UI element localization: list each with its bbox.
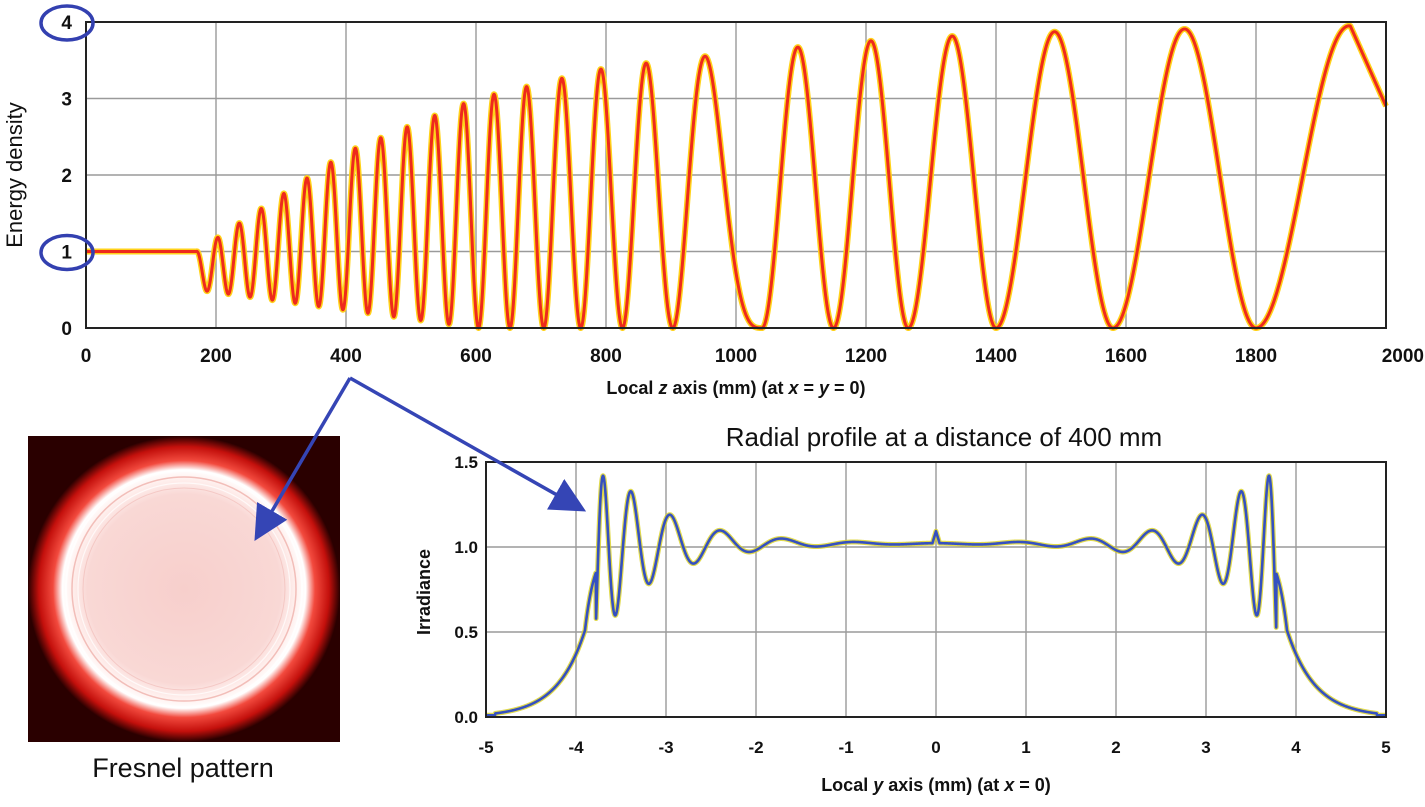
bottom-xlabel-var-x: x [1003, 775, 1015, 795]
annotation-circle-4 [39, 4, 95, 42]
bottom-x-tick-5: 5 [1381, 738, 1390, 757]
top-x-tick-200: 200 [200, 346, 232, 367]
bottom-x-tick-1: 1 [1021, 738, 1030, 757]
fresnel-ring-2 [71, 476, 297, 702]
top-annotation-circles [39, 4, 95, 272]
bottom-x-tick-3: 3 [1201, 738, 1210, 757]
irradiance-line [485, 474, 1387, 717]
energy-density-line [84, 24, 1388, 330]
top-x-tick-1600: 1600 [1105, 346, 1147, 367]
bottom-y-tick-labels: 0.0 0.5 1.0 1.5 [454, 453, 478, 727]
bottom-chart-title: Radial profile at a distance of 400 mm [726, 422, 1162, 452]
top-x-tick-1400: 1400 [975, 346, 1017, 367]
top-x-axis-label: Local z axis (mm) (at x = y = 0) [606, 378, 865, 398]
top-x-tick-600: 600 [460, 346, 492, 367]
top-x-tick-1000: 1000 [715, 346, 757, 367]
fresnel-ring-3 [77, 482, 291, 696]
top-x-tick-2000: 2000 [1382, 346, 1424, 367]
bottom-x-tick--4: -4 [568, 738, 584, 757]
bottom-y-tick-0.5: 0.5 [454, 623, 478, 642]
fresnel-ring-4 [82, 487, 286, 691]
bottom-y-tick-1.0: 1.0 [454, 538, 478, 557]
top-xlabel-part-5: = [799, 378, 820, 398]
arrow-to-radial-profile [349, 376, 587, 512]
top-xlabel-var-z: z [657, 378, 667, 398]
top-xlabel-part-1: Local [606, 378, 658, 398]
bottom-xlabel-var-y: y [872, 775, 884, 795]
top-xlabel-part-7: = 0) [829, 378, 866, 398]
bottom-x-tick-4: 4 [1291, 738, 1301, 757]
fresnel-caption: Fresnel pattern [92, 753, 274, 783]
top-y-tick-4: 4 [61, 13, 72, 34]
bottom-xlabel-part-5: = 0) [1014, 775, 1051, 795]
fresnel-pattern-image [28, 436, 340, 742]
top-y-tick-2: 2 [61, 166, 72, 187]
bottom-y-tick-0.0: 0.0 [454, 708, 478, 727]
top-x-tick-labels: 0 200 400 600 800 1000 1200 1400 1600 1800 2000 [81, 346, 1424, 367]
bottom-x-tick--2: -2 [748, 738, 763, 757]
bottom-y-tick-1.5: 1.5 [454, 453, 478, 472]
top-xlabel-part-3: axis (mm) (at [667, 378, 788, 398]
fresnel-disk [28, 436, 340, 742]
bottom-x-tick-2: 2 [1111, 738, 1120, 757]
top-x-tick-1800: 1800 [1235, 346, 1277, 367]
top-plot-frame [85, 21, 1387, 329]
top-x-tick-0: 0 [81, 346, 92, 367]
bottom-x-tick--1: -1 [838, 738, 853, 757]
top-xlabel-var-x: x [787, 378, 799, 398]
energy-density-series [83, 22, 1389, 331]
bottom-x-tick--3: -3 [658, 738, 673, 757]
annotation-circle-1 [39, 233, 95, 272]
top-y-tick-1: 1 [61, 243, 72, 264]
irradiance-series [483, 473, 1389, 718]
arrow-to-fresnel-pattern [254, 377, 352, 542]
bottom-x-tick-labels: -5 -4 -3 -2 -1 0 1 2 3 4 5 [478, 738, 1390, 757]
top-x-tick-800: 800 [590, 346, 622, 367]
top-x-tick-1200: 1200 [845, 346, 887, 367]
top-y-tick-labels: 0 1 2 3 4 [61, 13, 72, 340]
bottom-xlabel-part-3: axis (mm) (at [883, 775, 1004, 795]
top-y-axis-label: Energy density [2, 102, 27, 248]
bottom-x-axis-label: Local y axis (mm) (at x = 0) [821, 775, 1051, 795]
top-x-tick-400: 400 [330, 346, 362, 367]
top-y-tick-3: 3 [61, 90, 72, 111]
bottom-x-tick--5: -5 [478, 738, 493, 757]
bottom-plot-frame [485, 461, 1387, 718]
bottom-xlabel-part-1: Local [821, 775, 873, 795]
top-xlabel-var-y: y [818, 378, 830, 398]
energy-density-chart: 0 200 400 600 800 1000 1200 1400 1600 1800 2000 0 1… [2, 4, 1424, 398]
fresnel-ring-1 [65, 470, 303, 708]
bottom-x-tick-0: 0 [931, 738, 940, 757]
top-y-tick-0: 0 [61, 319, 72, 340]
callout-arrows [254, 376, 587, 542]
bottom-y-axis-label: Irradiance [414, 549, 434, 635]
irradiance-chart: -5 -4 -3 -2 -1 0 1 2 3 4 5 0.0 0.5 1.0 1.5 Irradiance… [414, 453, 1391, 795]
